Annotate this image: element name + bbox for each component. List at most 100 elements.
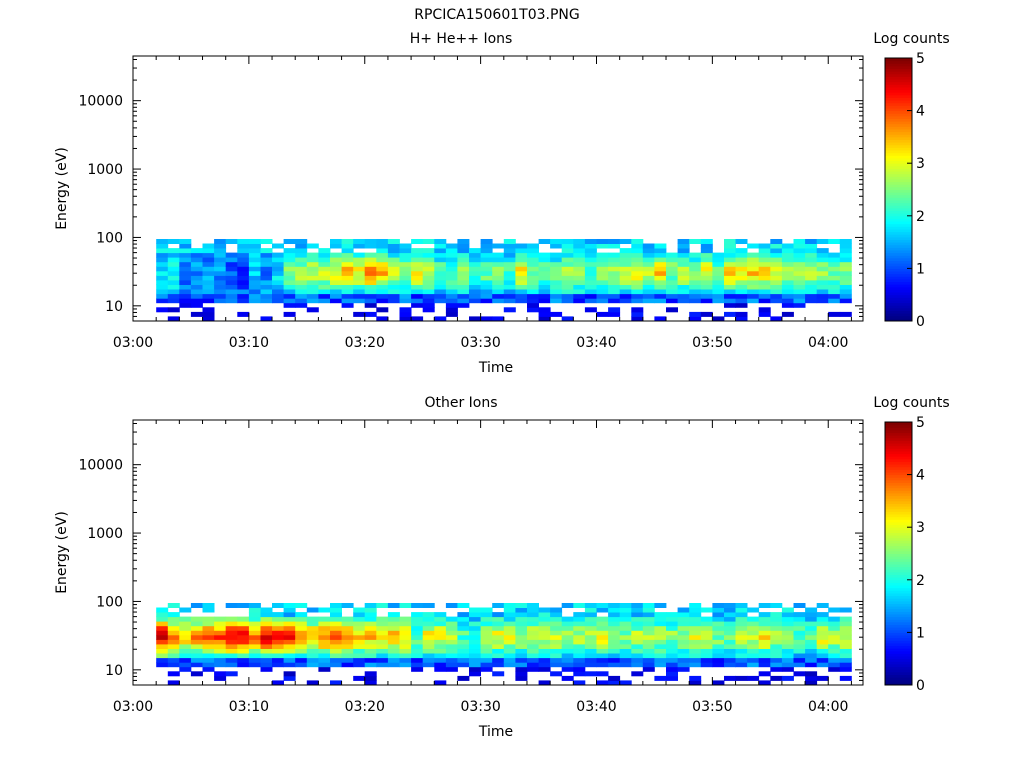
heatmap-cell bbox=[295, 639, 308, 645]
heatmap-cell bbox=[190, 248, 203, 254]
heatmap-cell bbox=[225, 603, 238, 608]
heatmap-cell bbox=[538, 662, 551, 668]
heatmap-cell bbox=[561, 625, 574, 631]
colorbar-frame bbox=[884, 57, 913, 322]
heatmap-cell bbox=[816, 298, 829, 304]
heatmap-cell bbox=[642, 252, 655, 258]
heatmap-cell bbox=[793, 270, 806, 276]
heatmap-cell bbox=[538, 644, 551, 649]
heatmap-cell bbox=[422, 603, 435, 608]
heatmap-cell bbox=[515, 657, 528, 663]
heatmap-cell bbox=[237, 293, 250, 299]
heatmap-cell bbox=[202, 616, 215, 622]
heatmap-cell bbox=[793, 293, 806, 299]
heatmap-cell bbox=[457, 616, 470, 622]
heatmap-cell bbox=[202, 603, 215, 608]
colorbar-segment bbox=[885, 139, 912, 143]
heatmap-cell bbox=[306, 644, 319, 649]
heatmap-cell bbox=[492, 298, 505, 304]
heatmap-cell bbox=[260, 639, 273, 645]
heatmap-cell bbox=[608, 270, 621, 276]
heatmap-cell bbox=[272, 680, 284, 686]
x-tick-label: 03:40 bbox=[576, 699, 616, 715]
heatmap-cell bbox=[654, 275, 667, 281]
heatmap-cell bbox=[260, 625, 273, 631]
heatmap-cell bbox=[689, 621, 702, 627]
heatmap-cell bbox=[805, 607, 818, 613]
heatmap-cell bbox=[457, 284, 470, 290]
heatmap-cell bbox=[387, 284, 400, 290]
heatmap-cell bbox=[318, 639, 331, 645]
heatmap-cell bbox=[457, 280, 470, 285]
heatmap-cell bbox=[283, 653, 296, 659]
heatmap-cell bbox=[596, 621, 609, 627]
colorbar-segment bbox=[885, 508, 912, 512]
heatmap-cell bbox=[434, 280, 447, 285]
heatmap-cell bbox=[828, 293, 841, 299]
heatmap-cell bbox=[735, 612, 748, 618]
heatmap-cell bbox=[202, 266, 215, 272]
heatmap-cell bbox=[445, 625, 458, 631]
heatmap-cell bbox=[434, 239, 447, 244]
heatmap-cell bbox=[422, 280, 435, 285]
heatmap-cell bbox=[793, 298, 806, 304]
heatmap-cell bbox=[225, 289, 238, 295]
heatmap-cell bbox=[770, 289, 783, 295]
heatmap-cell bbox=[214, 248, 227, 254]
heatmap-cell bbox=[608, 621, 621, 627]
heatmap-cell bbox=[550, 648, 563, 654]
heatmap-cell bbox=[225, 657, 238, 663]
heatmap-cell bbox=[411, 625, 424, 631]
heatmap-cell bbox=[700, 625, 713, 631]
heatmap-cell bbox=[561, 630, 574, 636]
heatmap-cell bbox=[770, 239, 783, 244]
heatmap-cell bbox=[538, 666, 551, 672]
heatmap-cell bbox=[724, 239, 736, 244]
colorbar-segment bbox=[885, 637, 912, 641]
heatmap-cell bbox=[654, 316, 667, 322]
heatmap-cell bbox=[573, 680, 586, 686]
heatmap-cell bbox=[677, 257, 690, 263]
heatmap-cell bbox=[584, 243, 597, 249]
heatmap-cell bbox=[445, 630, 458, 636]
heatmap-cell bbox=[376, 243, 389, 249]
heatmap-cell bbox=[631, 634, 644, 640]
colorbar-segment bbox=[885, 432, 912, 436]
heatmap-cell bbox=[770, 284, 783, 290]
heatmap-cell bbox=[666, 266, 678, 272]
heatmap-cell bbox=[387, 270, 400, 276]
heatmap-cell bbox=[805, 275, 818, 281]
heatmap-cell bbox=[376, 239, 389, 244]
heatmap-cell bbox=[364, 671, 377, 677]
heatmap-cell bbox=[735, 266, 748, 272]
heatmap-cell bbox=[677, 612, 690, 618]
heatmap-cell bbox=[666, 275, 678, 281]
heatmap-cell bbox=[411, 630, 424, 636]
colorbar-segment bbox=[885, 535, 912, 539]
heatmap-cell bbox=[457, 657, 470, 663]
heatmap-cell bbox=[700, 257, 713, 263]
heatmap-cell bbox=[596, 671, 609, 677]
heatmap-cell bbox=[480, 257, 493, 263]
colorbar-segment bbox=[885, 255, 912, 259]
heatmap-cell bbox=[272, 293, 284, 299]
heatmap-cell bbox=[700, 621, 713, 627]
heatmap-cell bbox=[584, 625, 597, 631]
heatmap-cell bbox=[248, 289, 261, 295]
heatmap-cell bbox=[724, 653, 736, 659]
heatmap-cell bbox=[573, 280, 586, 285]
heatmap-cell bbox=[631, 607, 644, 613]
heatmap-cell bbox=[492, 616, 505, 622]
heatmap-cell bbox=[445, 261, 458, 267]
heatmap-cell bbox=[260, 648, 273, 654]
heatmap-cell bbox=[399, 284, 412, 290]
heatmap-cell bbox=[341, 239, 354, 244]
heatmap-cell bbox=[735, 275, 748, 281]
heatmap-cell bbox=[364, 662, 377, 668]
heatmap-cell bbox=[770, 261, 783, 267]
colorbar-segment bbox=[885, 226, 912, 230]
heatmap-cell bbox=[654, 270, 667, 276]
heatmap-cell bbox=[642, 293, 655, 299]
heatmap-cell bbox=[561, 270, 574, 276]
heatmap-cell bbox=[781, 634, 794, 640]
